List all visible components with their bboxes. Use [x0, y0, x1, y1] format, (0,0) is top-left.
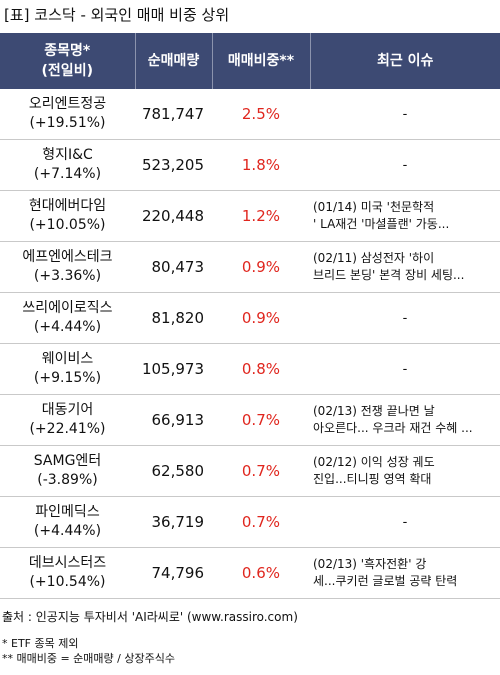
trade-ratio-cell: 0.8%	[212, 343, 310, 395]
trade-ratio-cell: 0.9%	[212, 241, 310, 293]
recent-issue-line1: -	[402, 310, 408, 326]
recent-issue-cell: (01/14) 미국 '천문학적 ' LA재건 '마셜플랜' 가동...	[310, 190, 500, 242]
recent-issue-line1: (02/13) '흑자전환' 강	[313, 557, 427, 571]
table-row: 파인메딕스 (+4.44%) 36,719 0.7% -	[0, 496, 500, 548]
stock-name: 웨이비스	[41, 351, 94, 367]
net-volume-cell: 62,580	[135, 445, 212, 497]
trade-ratio-cell: 0.7%	[212, 445, 310, 497]
table-row: SAMG엔터 (-3.89%) 62,580 0.7% (02/12) 이익 성장 궤도…	[0, 445, 500, 497]
net-volume-cell: 523,205	[135, 139, 212, 191]
recent-issue-line2: 진입...티니핑 영역 확대	[313, 472, 432, 486]
table-body: 오리엔트정공 (+19.51%) 781,747 2.5% - 형지I&C (+7.14%)…	[0, 89, 500, 599]
footnote-etf: * ETF 종목 제외	[2, 637, 79, 650]
net-volume-cell: 74,796	[135, 547, 212, 599]
table-row: 에프엔에스테크 (+3.36%) 80,473 0.9% (02/11) 삼성전자 '하…	[0, 241, 500, 293]
recent-issue-line2: 브리드 본딩' 본격 장비 세팅...	[313, 268, 465, 282]
stock-change: (+4.44%)	[33, 523, 102, 539]
foreign-trade-table: 종목명* (전일비) 순매매량 매매비중** 최근 이슈 오리엔트정공 (+19.…	[0, 33, 500, 599]
stock-name: 오리엔트정공	[28, 96, 107, 112]
recent-issue-cell: -	[310, 89, 500, 140]
stock-change: (+9.15%)	[33, 370, 102, 386]
table-row: 쓰리에이로직스 (+4.44%) 81,820 0.9% -	[0, 292, 500, 344]
recent-issue-cell: -	[310, 496, 500, 548]
stock-name: 현대에버다임	[28, 198, 107, 214]
column-header-net-volume: 순매매량	[135, 33, 213, 89]
net-volume-cell: 781,747	[135, 89, 212, 140]
stock-name-cell: 형지I&C (+7.14%)	[0, 139, 135, 191]
stock-name-cell: 웨이비스 (+9.15%)	[0, 343, 135, 395]
trade-ratio-cell: 0.7%	[212, 496, 310, 548]
trade-ratio-cell: 0.6%	[212, 547, 310, 599]
recent-issue-line2: 세...쿠키런 글로벌 공략 탄력	[313, 574, 458, 588]
recent-issue-line1: (02/11) 삼성전자 '하이	[313, 251, 435, 265]
recent-issue-line1: (02/12) 이익 성장 궤도	[313, 455, 435, 469]
recent-issue-line2: ' LA재건 '마셜플랜' 가동...	[313, 217, 450, 231]
stock-name: 형지I&C	[42, 147, 93, 163]
stock-change: (+22.41%)	[29, 421, 106, 437]
net-volume-cell: 66,913	[135, 394, 212, 446]
table-row: 형지I&C (+7.14%) 523,205 1.8% -	[0, 139, 500, 191]
stock-name: 에프엔에스테크	[22, 249, 113, 265]
recent-issue-cell: -	[310, 139, 500, 191]
net-volume-cell: 220,448	[135, 190, 212, 242]
footnote-ratio-definition: ** 매매비중 = 순매매량 / 상장주식수	[2, 652, 175, 665]
stock-change: (+10.54%)	[29, 574, 106, 590]
stock-name-cell: 에프엔에스테크 (+3.36%)	[0, 241, 135, 293]
trade-ratio-cell: 2.5%	[212, 89, 310, 140]
stock-change: (+4.44%)	[33, 319, 102, 335]
recent-issue-line2: 아오른다... 우크라 재건 수혜 ...	[313, 421, 473, 435]
stock-name: SAMG엔터	[33, 453, 102, 469]
stock-name: 데브시스터즈	[28, 555, 107, 571]
net-volume-cell: 81,820	[135, 292, 212, 344]
column-header-trade-ratio: 매매비중**	[212, 33, 311, 89]
stock-change: (+19.51%)	[29, 115, 106, 131]
stock-name-cell: 데브시스터즈 (+10.54%)	[0, 547, 135, 599]
recent-issue-line1: (01/14) 미국 '천문학적	[313, 200, 435, 214]
table-row: 현대에버다임 (+10.05%) 220,448 1.2% (01/14) 미국 '천문…	[0, 190, 500, 242]
stock-name-cell: 파인메딕스 (+4.44%)	[0, 496, 135, 548]
stock-name-cell: 쓰리에이로직스 (+4.44%)	[0, 292, 135, 344]
stock-name: 파인메딕스	[35, 504, 100, 520]
column-header-recent-issue: 최근 이슈	[310, 33, 500, 89]
stock-change: (+3.36%)	[33, 268, 102, 284]
recent-issue-line1: -	[402, 514, 408, 530]
recent-issue-line1: (02/13) 전쟁 끝나면 날	[313, 404, 435, 418]
net-volume-cell: 80,473	[135, 241, 212, 293]
column-header-name: 종목명* (전일비)	[0, 33, 136, 89]
trade-ratio-cell: 0.7%	[212, 394, 310, 446]
stock-change: (+10.05%)	[29, 217, 106, 233]
stock-change: (-3.89%)	[37, 472, 98, 488]
recent-issue-cell: -	[310, 343, 500, 395]
column-header-name-line2: (전일비)	[41, 63, 93, 79]
trade-ratio-cell: 1.2%	[212, 190, 310, 242]
recent-issue-line1: -	[402, 106, 408, 122]
net-volume-cell: 36,719	[135, 496, 212, 548]
page-title: [표] 코스닥 - 외국인 매매 비중 상위	[4, 6, 230, 24]
trade-ratio-cell: 1.8%	[212, 139, 310, 191]
table-row: 데브시스터즈 (+10.54%) 74,796 0.6% (02/13) '흑자전환' …	[0, 547, 500, 599]
stock-name-cell: 오리엔트정공 (+19.51%)	[0, 89, 135, 140]
source-note: 출처 : 인공지능 투자비서 'AI라씨로' (www.rassiro.com)	[2, 610, 298, 624]
recent-issue-cell: -	[310, 292, 500, 344]
column-header-name-line1: 종목명*	[44, 43, 91, 59]
stock-change: (+7.14%)	[33, 166, 102, 182]
table-row: 오리엔트정공 (+19.51%) 781,747 2.5% -	[0, 89, 500, 140]
recent-issue-line1: -	[402, 361, 408, 377]
stock-name: 대동기어	[41, 402, 94, 418]
table-header-row: 종목명* (전일비) 순매매량 매매비중** 최근 이슈	[0, 33, 500, 89]
net-volume-cell: 105,973	[135, 343, 212, 395]
table-row: 웨이비스 (+9.15%) 105,973 0.8% -	[0, 343, 500, 395]
stock-name-cell: 현대에버다임 (+10.05%)	[0, 190, 135, 242]
stock-name: 쓰리에이로직스	[22, 300, 113, 316]
stock-name-cell: 대동기어 (+22.41%)	[0, 394, 135, 446]
trade-ratio-cell: 0.9%	[212, 292, 310, 344]
stock-name-cell: SAMG엔터 (-3.89%)	[0, 445, 135, 497]
recent-issue-line1: -	[402, 157, 408, 173]
footnotes: * ETF 종목 제외 ** 매매비중 = 순매매량 / 상장주식수	[2, 636, 175, 666]
